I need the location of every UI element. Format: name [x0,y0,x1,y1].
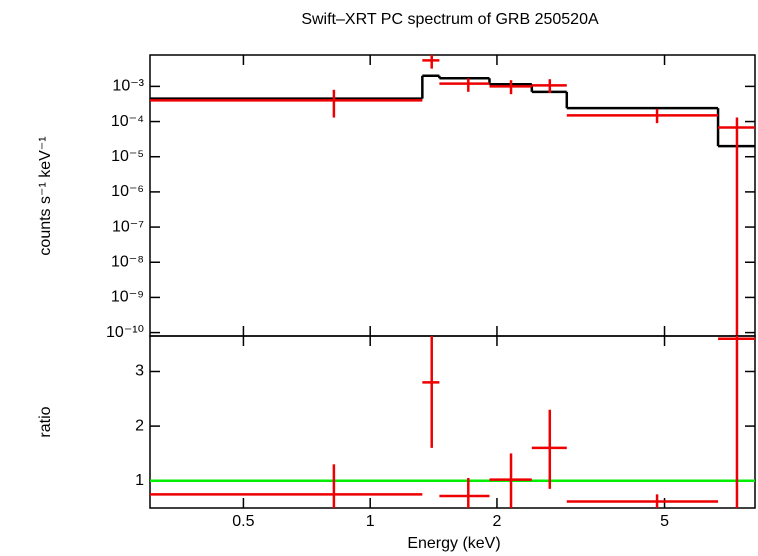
y-tick-label: 10⁻⁴ [111,113,144,130]
x-tick-label: 1 [366,513,375,530]
x-axis-label: Energy (keV) [407,535,500,552]
y-tick-label: 1 [135,472,144,489]
y-tick-label: 10⁻⁵ [111,148,144,165]
y-axis-label: ratio [37,406,54,437]
x-tick-label: 5 [660,513,669,530]
x-tick-label: 0.5 [232,513,254,530]
x-tick-label: 2 [492,513,501,530]
y-tick-label: 10⁻¹⁰ [106,324,144,341]
y-tick-label: 2 [135,417,144,434]
y-tick-label: 10⁻⁶ [111,183,144,200]
plot-frame [149,335,756,509]
y-tick-label: 10⁻⁸ [111,253,144,270]
y-tick-label: 3 [135,363,144,380]
y-tick-label: 10⁻⁹ [111,289,144,306]
plot-area [150,55,755,336]
plot-frame [149,54,756,337]
y-tick-label: 10⁻⁷ [112,218,144,235]
y-tick-label: 10⁻³ [112,78,144,95]
y-axis-label: counts s⁻¹ keV⁻¹ [37,136,54,255]
plot-area [150,336,755,508]
chart-title: Swift–XRT PC spectrum of GRB 250520A [301,11,599,28]
